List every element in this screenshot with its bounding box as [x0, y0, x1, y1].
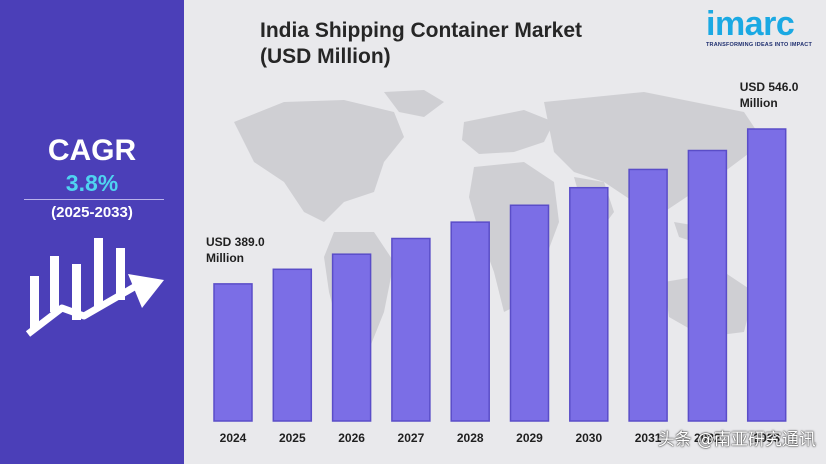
- bar-2025: [272, 268, 313, 422]
- logo-wordmark: imarc: [706, 5, 795, 43]
- cagr-value: 3.8%: [65, 170, 119, 196]
- watermark: 头条 @南亚研究通讯: [657, 430, 816, 450]
- x-tick-2031: 2031: [635, 431, 662, 445]
- bar-2032: [687, 149, 728, 422]
- chart-area: India Shipping Container Market (USD Mil…: [184, 0, 826, 464]
- side-panel: CAGR 3.8% (2025-2033): [0, 0, 184, 464]
- annotation-2033-line-1: USD 546.0: [740, 80, 799, 94]
- x-tick-2030: 2030: [575, 431, 602, 445]
- bar-2029: [509, 204, 550, 422]
- cagr-label: CAGR: [47, 134, 137, 167]
- imarc-logo: imarc TRANSFORMING IDEAS INTO IMPACT: [706, 6, 818, 48]
- bar-2031: [628, 168, 668, 422]
- x-tick-2029: 2029: [516, 431, 543, 445]
- logo-tagline: TRANSFORMING IDEAS INTO IMPACT: [706, 42, 813, 48]
- x-tick-2033: 2033: [753, 431, 780, 445]
- cagr-divider: [24, 199, 164, 200]
- chart-title-line-1: India Shipping Container Market: [260, 19, 583, 42]
- x-tick-2027: 2027: [398, 431, 425, 445]
- chart-title-line-2: (USD Million): [260, 45, 391, 68]
- x-tick-2024: 2024: [220, 431, 247, 445]
- bar-2024: [213, 283, 253, 422]
- x-tick-2032: 2032: [694, 431, 721, 445]
- bar-2027: [391, 237, 431, 422]
- bar-2028: [450, 221, 490, 422]
- bar-2033: [746, 128, 787, 422]
- annotation-2033-line-2: Million: [740, 96, 778, 110]
- growth-chart-icon: [26, 238, 164, 337]
- cagr-period: (2025-2033): [51, 204, 133, 221]
- annotation-2024-line-1: USD 389.0: [206, 235, 265, 249]
- x-tick-2025: 2025: [279, 431, 306, 445]
- chart-title: India Shipping Container Market (USD Mil…: [260, 18, 680, 70]
- annotation-2024-line-2: Million: [206, 251, 244, 265]
- bar-chart: 2024 2025 2026 2027 2028 2029 2030 2031 2032 2033…: [206, 80, 799, 445]
- bar-2030: [569, 186, 609, 422]
- x-tick-2026: 2026: [338, 431, 365, 445]
- x-tick-2028: 2028: [457, 431, 484, 445]
- bar-2026: [331, 253, 372, 422]
